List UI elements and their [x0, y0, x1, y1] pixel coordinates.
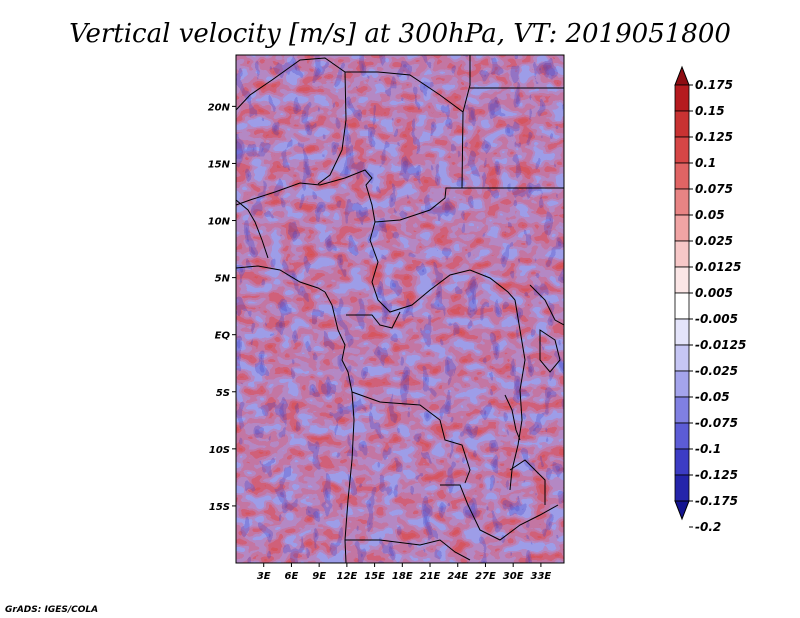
colorbar-swatch — [674, 240, 690, 268]
colorbar: 0.175 0.15 0.125 0.1 0.075 0.05 0.025 0.0125 0.0… — [674, 65, 746, 534]
car-border — [369, 221, 516, 313]
lon-tick-label: 18E — [392, 571, 413, 582]
colorbar-label: 0.175 — [695, 78, 733, 92]
west-africa-inland-border — [236, 199, 269, 259]
drc-angola-border — [351, 391, 471, 484]
sahel-border — [236, 57, 464, 223]
lon-tick-label: 3E — [257, 571, 271, 582]
colorbar-label: 0.075 — [695, 182, 733, 196]
lon-tick-label: 6E — [285, 571, 299, 582]
lon-tick-label: 21E — [420, 571, 441, 582]
colorbar-label: -0.0125 — [695, 338, 746, 352]
colorbar-label: -0.05 — [695, 390, 730, 404]
lat-tick-label: 5N — [215, 274, 231, 285]
colorbar-swatch — [674, 188, 690, 216]
lon-tick-label: 12E — [336, 571, 357, 582]
map-frame — [235, 54, 565, 564]
colorbar-swatch — [674, 474, 690, 502]
colorbar-swatch — [674, 266, 690, 294]
colorbar-swatch — [674, 422, 690, 450]
lake-tanganyika — [504, 394, 521, 441]
colorbar-label: 0.005 — [695, 286, 733, 300]
colorbar-label: -0.025 — [695, 364, 738, 378]
colorbar-label: -0.175 — [695, 494, 738, 508]
colorbar-swatch — [674, 344, 690, 372]
chart-title: Vertical velocity [m/s] at 300hPa, VT: 2… — [69, 19, 731, 49]
lake-victoria — [539, 329, 561, 373]
colorbar-label: -0.075 — [695, 416, 738, 430]
colorbar-label: -0.1 — [695, 442, 721, 456]
lon-tick-label: 15E — [364, 571, 385, 582]
colorbar-label: 0.125 — [695, 130, 733, 144]
colorbar-swatch — [674, 110, 690, 138]
map-panel — [236, 55, 564, 563]
colorbar-swatch — [674, 370, 690, 398]
lon-tick-label: 27E — [475, 571, 496, 582]
lon-tick-label: 33E — [531, 571, 552, 582]
east-africa-border — [529, 284, 564, 326]
lon-tick-label: 24E — [447, 571, 468, 582]
colorbar-label: -0.005 — [695, 312, 738, 326]
lat-tick-label: 15N — [208, 159, 231, 170]
colorbar-swatch — [674, 396, 690, 424]
zambia-zimbabwe-border — [440, 484, 559, 541]
colorbar-label: 0.15 — [695, 104, 725, 118]
colorbar-label: 0.1 — [695, 156, 716, 170]
gabon-congo-border — [346, 311, 401, 329]
colorbar-top-arrow — [674, 65, 690, 86]
lat-tick-label: EQ — [215, 331, 231, 342]
latitude-axis: 20N 15N 10N 5N EQ 5S 10S 15S — [208, 102, 236, 513]
colorbar-swatch — [674, 162, 690, 190]
lat-tick-label: 10N — [208, 217, 231, 228]
malawi-border — [509, 459, 546, 505]
west-africa-coast — [236, 265, 326, 293]
colorbar-label: 0.05 — [695, 208, 725, 222]
colorbar-swatch — [674, 214, 690, 242]
longitude-axis: 3E 6E 9E 12E 15E 18E 21E 24E 27E 30E 33E — [257, 563, 552, 582]
lon-tick-label: 30E — [503, 571, 524, 582]
colorbar-bottom-arrow — [674, 500, 690, 521]
east-lakes-border — [509, 299, 526, 491]
colorbar-label: 0.025 — [695, 234, 733, 248]
lon-tick-label: 9E — [312, 571, 326, 582]
namibia-border — [345, 539, 471, 561]
grads-credit: GrADS: IGES/COLA — [5, 605, 98, 615]
colorbar-swatch — [674, 318, 690, 346]
egypt-libya-border — [462, 55, 471, 113]
lat-tick-label: 10S — [209, 445, 230, 456]
atlantic-coast — [324, 291, 355, 563]
colorbar-swatch — [674, 292, 690, 320]
colorbar-label: -0.2 — [695, 520, 721, 534]
colorbar-label: 0.0125 — [695, 260, 741, 274]
colorbar-swatch — [674, 136, 690, 164]
country-borders — [236, 55, 564, 563]
lat-tick-label: 15S — [209, 502, 230, 513]
niger-chad-border — [317, 71, 347, 185]
lat-tick-label: 5S — [216, 388, 230, 399]
lat-tick-label: 20N — [208, 102, 231, 113]
colorbar-swatch — [674, 448, 690, 476]
colorbar-swatch — [674, 84, 690, 112]
colorbar-label: -0.125 — [695, 468, 738, 482]
